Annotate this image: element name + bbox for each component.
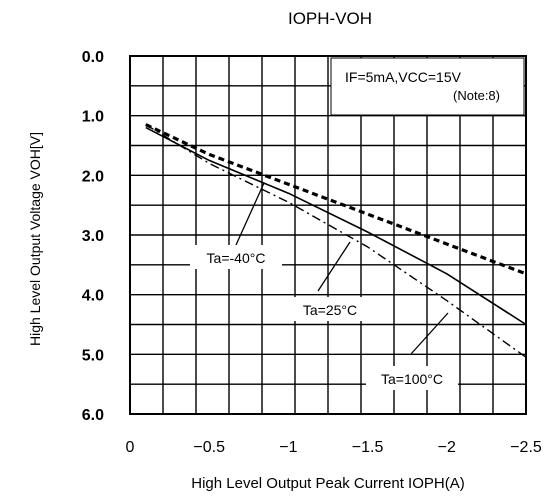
x-axis-label: High Level Output Peak Current IOPH(A) [191, 475, 464, 492]
plot-frame [129, 55, 527, 415]
x-tick-label: −1 [279, 439, 297, 456]
y-tick-label: 1.0 [82, 109, 104, 126]
series-line-2 [145, 126, 527, 326]
annotation-bg-ta-100 [366, 366, 458, 390]
grid [130, 56, 526, 414]
x-tick-label: 0 [126, 439, 135, 456]
annotation-bg-ta-25 [288, 297, 372, 321]
y-tick-label: 6.0 [82, 407, 104, 424]
y-tick-label: 5.0 [82, 347, 104, 364]
annotation-ta-minus40: Ta=-40°C [207, 250, 266, 266]
annotation-bg-ta-minus40 [190, 245, 282, 269]
condition-box-line1: IF=5mA,VCC=15V [345, 69, 462, 85]
y-axis-label: High Level Output Voltage VOH[V] [27, 132, 43, 346]
y-tick-label: 0.0 [82, 49, 104, 66]
x-tick-label: −2.5 [510, 439, 542, 456]
y-tick-label: 2.0 [82, 168, 104, 185]
chart-title: IOPH-VOH [288, 9, 372, 28]
annotation-leader-ta-minus40 [235, 182, 265, 246]
annotation-leader-ta-25 [317, 241, 351, 292]
y-tick-label: 3.0 [82, 228, 104, 245]
condition-box-line2: (Note:8) [453, 88, 500, 103]
y-tick-labels: 0.0 1.0 2.0 3.0 4.0 5.0 6.0 [82, 49, 104, 424]
x-tick-label: −2 [438, 439, 456, 456]
series-line-3 [145, 124, 527, 358]
series-group [145, 123, 527, 358]
annotation-leader-ta-100 [410, 312, 449, 355]
x-tick-label: −1.5 [352, 439, 384, 456]
annotation-ta-25: Ta=25°C [303, 302, 357, 318]
x-tick-label: −0.5 [193, 439, 225, 456]
annotation-ta-100: Ta=100°C [381, 371, 443, 387]
x-tick-labels: 0 −0.5 −1 −1.5 −2 −2.5 [126, 439, 542, 456]
condition-box [330, 57, 525, 116]
y-tick-label: 4.0 [82, 288, 104, 305]
